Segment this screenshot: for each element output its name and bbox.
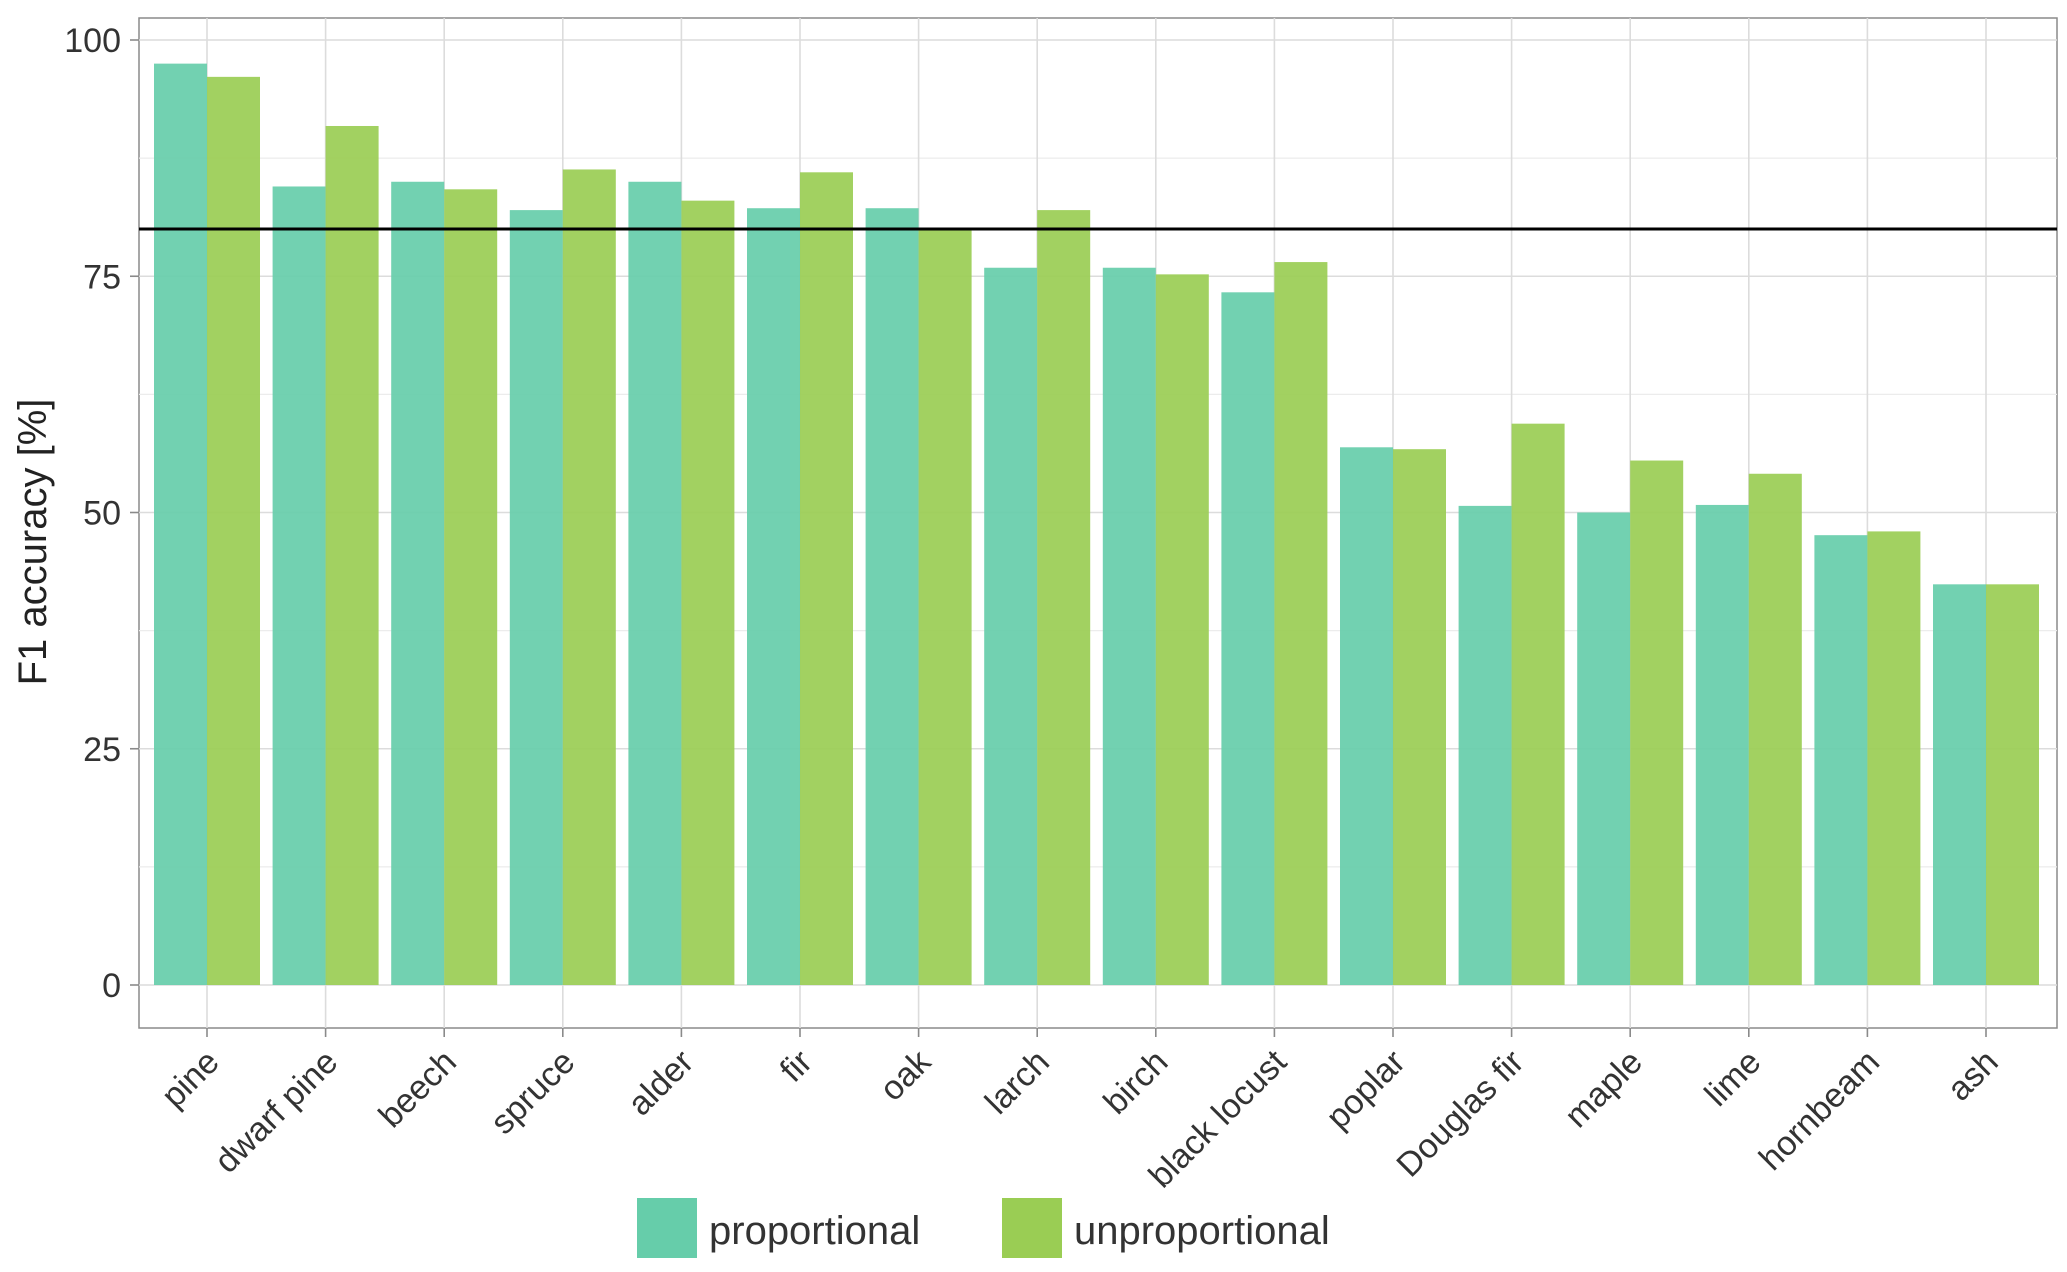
bar-proportional: [391, 181, 445, 985]
y-axis-title: F1 accuracy [%]: [11, 399, 55, 686]
bar-unproportional: [1037, 210, 1091, 986]
bar-unproportional: [1748, 473, 1802, 985]
bar-proportional: [628, 181, 682, 985]
x-tick-label: oak: [873, 1042, 939, 1108]
y-tick-label: 25: [83, 731, 121, 769]
x-tick-label: alder: [621, 1043, 701, 1123]
bar-proportional: [747, 208, 800, 985]
x-tick-label: lime: [1698, 1043, 1769, 1114]
bar-unproportional: [1511, 423, 1565, 985]
bar-proportional: [865, 208, 919, 985]
x-tick-label: spruce: [483, 1043, 582, 1142]
legend-key: [637, 1198, 697, 1258]
y-tick-label: 50: [83, 495, 121, 533]
bar-unproportional: [1867, 531, 1921, 985]
x-tick-label: fir: [773, 1043, 820, 1090]
bar-proportional: [1458, 505, 1512, 985]
x-tick-label: dwarf pine: [207, 1043, 345, 1181]
legend: proportional unproportional: [637, 1198, 1330, 1258]
x-tick-label: hornbeam: [1752, 1043, 1887, 1178]
bar-unproportional: [1630, 460, 1684, 985]
legend-label: proportional: [709, 1209, 920, 1253]
x-tick-label: Douglas fir: [1389, 1043, 1531, 1185]
bar-proportional: [154, 63, 207, 985]
bar-proportional: [1102, 267, 1156, 985]
bar-proportional: [509, 210, 563, 986]
bar-unproportional: [444, 189, 498, 985]
bar-proportional: [272, 186, 326, 986]
x-tick-label: larch: [978, 1043, 1057, 1122]
bar-proportional: [1577, 512, 1631, 985]
bar-unproportional: [562, 169, 616, 986]
x-tick-label: maple: [1558, 1043, 1650, 1135]
bar-unproportional: [1274, 262, 1328, 985]
x-tick-label: pine: [154, 1043, 226, 1115]
y-tick-label: 100: [64, 22, 121, 60]
bar-proportional: [1814, 535, 1868, 985]
legend-label: unproportional: [1074, 1209, 1330, 1253]
bar-unproportional: [1393, 449, 1446, 985]
bar-unproportional: [325, 125, 379, 986]
bar-unproportional: [800, 172, 853, 986]
bar-unproportional: [681, 200, 735, 985]
bar-proportional: [1221, 292, 1275, 985]
bar-proportional: [984, 267, 1038, 985]
bar-unproportional: [1155, 274, 1209, 985]
bar-unproportional: [1986, 584, 2039, 985]
bar-proportional: [1933, 584, 1986, 985]
x-tick-label: poplar: [1319, 1043, 1413, 1137]
y-axis: 0 25 50 75 100: [64, 22, 139, 1005]
y-tick-label: 0: [102, 967, 121, 1005]
bar-unproportional: [207, 76, 260, 986]
bars: [154, 63, 2039, 986]
bar-proportional: [1340, 447, 1393, 985]
bar-proportional: [1695, 504, 1749, 985]
bar-unproportional: [918, 229, 972, 985]
x-tick-label: ash: [1940, 1043, 2006, 1109]
legend-key: [1002, 1198, 1062, 1258]
y-tick-label: 75: [83, 258, 121, 296]
x-tick-label: birch: [1096, 1043, 1175, 1122]
x-tick-label: beech: [371, 1043, 463, 1135]
